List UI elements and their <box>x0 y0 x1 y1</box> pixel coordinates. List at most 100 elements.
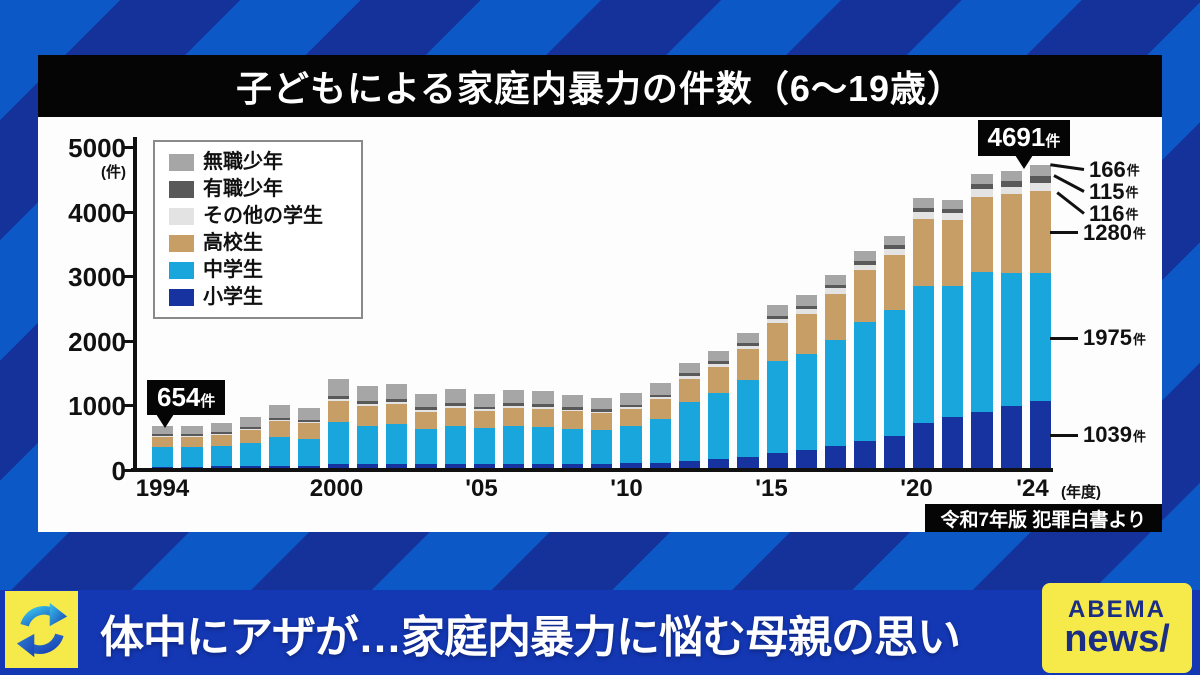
segment-有職少年 <box>181 434 203 437</box>
bar-2017 <box>825 274 847 468</box>
segment-有職少年 <box>239 427 262 430</box>
segment-有職少年 <box>678 373 701 376</box>
side-label-有職少年: 115 件 <box>1050 174 1139 203</box>
segment-その他の学生 <box>181 436 203 438</box>
bar-2022 <box>971 174 993 468</box>
x-tick-label: '15 <box>755 475 788 502</box>
segment-中学生 <box>327 422 349 465</box>
segment-その他の学生 <box>532 406 554 409</box>
segment-小学生 <box>239 466 262 468</box>
callout-2024-total: 4691件 <box>977 119 1071 168</box>
segment-無職少年 <box>298 407 320 421</box>
bar-2003 <box>415 393 437 468</box>
segment-その他の学生 <box>386 402 408 405</box>
segment-無職少年 <box>678 363 701 374</box>
segment-高校生 <box>356 406 379 426</box>
segment-その他の学生 <box>708 363 730 367</box>
segment-高校生 <box>620 408 642 427</box>
segment-小学生 <box>152 466 174 468</box>
side-label-unit: 件 <box>1132 428 1146 444</box>
segment-小学生 <box>766 452 788 468</box>
bar-2013 <box>708 351 730 468</box>
segment-高校生 <box>708 366 730 394</box>
segment-有職少年 <box>620 404 642 407</box>
segment-中学生 <box>181 447 203 467</box>
logo-line1: ABEMA <box>1068 596 1166 623</box>
segment-中学生 <box>532 426 554 465</box>
y-tick-label: 3000 <box>68 262 126 293</box>
bar-2015 <box>766 304 788 468</box>
segment-その他の学生 <box>415 409 437 412</box>
segment-小学生 <box>1000 405 1022 468</box>
news-ticker: 体中にアザが…家庭内暴力に悩む母親の思い ABEMA news/ <box>0 583 1200 675</box>
segment-中学生 <box>825 340 847 447</box>
segment-小学生 <box>210 466 232 468</box>
segment-高校生 <box>473 410 496 429</box>
segment-高校生 <box>971 196 993 273</box>
bar-2005 <box>473 393 496 468</box>
callout-2024-unit: 件 <box>1045 132 1061 150</box>
topic-icon-box <box>5 591 78 668</box>
segment-小学生 <box>620 463 642 468</box>
segment-高校生 <box>737 349 759 380</box>
segment-その他の学生 <box>503 405 525 408</box>
segment-その他の学生 <box>269 419 291 422</box>
legend-swatch <box>169 234 194 252</box>
segment-中学生 <box>152 447 174 467</box>
stacked-bars <box>152 117 1052 468</box>
side-label-unit: 件 <box>1126 163 1140 179</box>
segment-無職少年 <box>269 404 291 418</box>
segment-小学生 <box>1029 400 1052 468</box>
leader-line <box>1050 336 1078 340</box>
segment-無職少年 <box>942 200 964 209</box>
side-label-unit: 件 <box>1125 185 1139 201</box>
bar-2007 <box>532 391 554 468</box>
x-tick-label: '24 <box>1016 475 1049 502</box>
segment-無職少年 <box>503 389 525 404</box>
segment-有職少年 <box>883 245 905 250</box>
segment-高校生 <box>1000 194 1022 273</box>
legend-swatch <box>169 288 194 306</box>
segment-中学生 <box>883 310 905 437</box>
side-label-value: 1039 <box>1083 422 1132 448</box>
leader-line <box>1050 163 1085 172</box>
bar-2018 <box>854 250 876 468</box>
segment-小学生 <box>942 416 964 468</box>
side-label-unit: 件 <box>1132 331 1146 347</box>
segment-高校生 <box>181 437 203 448</box>
side-label-高校生: 1280 件 <box>1050 221 1146 244</box>
segment-小学生 <box>473 464 496 468</box>
segment-その他の学生 <box>590 411 613 414</box>
segment-高校生 <box>561 411 583 429</box>
segment-無職少年 <box>561 395 583 408</box>
segment-小学生 <box>444 464 466 468</box>
segment-中学生 <box>854 322 876 441</box>
segment-高校生 <box>854 270 876 323</box>
segment-高校生 <box>590 413 613 430</box>
segment-その他の学生 <box>298 422 320 424</box>
legend-swatch <box>169 153 194 171</box>
segment-有職少年 <box>269 417 291 420</box>
segment-高校生 <box>766 323 788 362</box>
x-tick-label: 2000 <box>309 475 364 502</box>
segment-小学生 <box>708 458 730 468</box>
side-label-unit: 件 <box>1132 226 1146 242</box>
bar-2024 <box>1029 165 1052 468</box>
segment-小学生 <box>269 465 291 468</box>
segment-高校生 <box>210 434 232 446</box>
segment-その他の学生 <box>152 436 174 438</box>
segment-無職少年 <box>620 393 642 405</box>
segment-小学生 <box>883 436 905 468</box>
segment-無職少年 <box>1029 165 1052 176</box>
source-bar: 令和7年版 犯罪白書より <box>924 504 1162 532</box>
segment-中学生 <box>971 272 993 412</box>
side-label-unit: 件 <box>1125 207 1139 223</box>
bar-2000 <box>327 378 349 468</box>
segment-無職少年 <box>708 351 730 362</box>
segment-高校生 <box>503 407 525 427</box>
bar-2001 <box>356 386 379 468</box>
segment-無職少年 <box>444 389 466 404</box>
segment-高校生 <box>649 399 671 419</box>
chart-title: 子どもによる家庭内暴力の件数（6～19歳） <box>236 68 964 109</box>
segment-無職少年 <box>415 393 437 408</box>
